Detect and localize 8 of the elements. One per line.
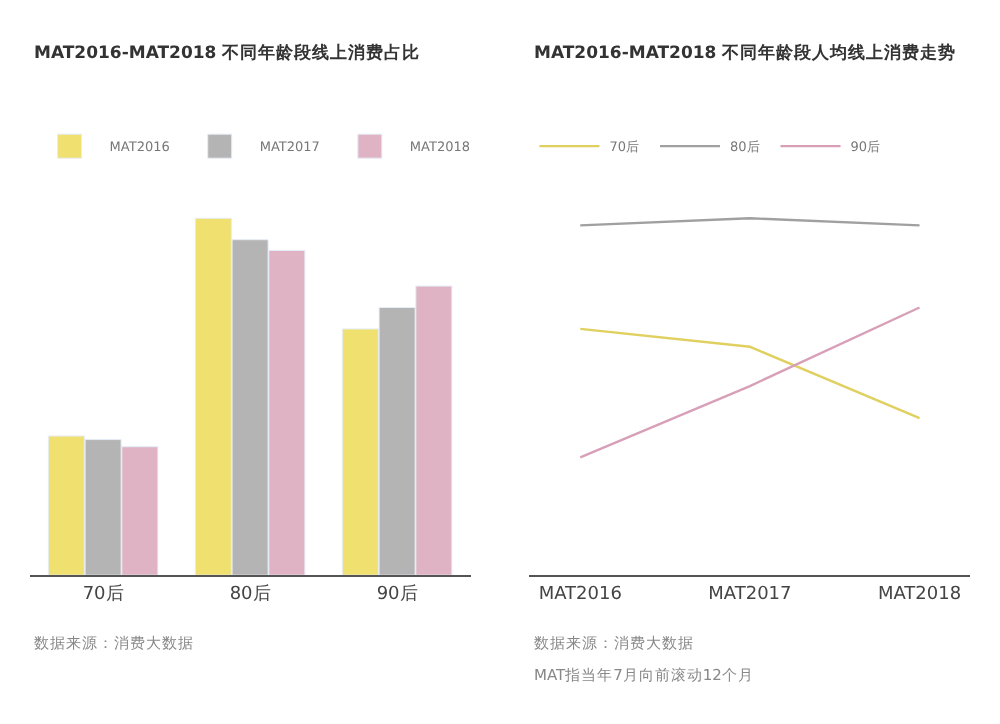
chart-title: MAT2016-MAT2018 不同年龄段人均线上消费走势 xyxy=(534,42,957,64)
x-tick-label: 70后 xyxy=(82,582,124,605)
x-tick-label: 80后 xyxy=(229,582,271,605)
x-tick-label: MAT2018 xyxy=(877,584,962,605)
chart-title: MAT2016-MAT2018 不同年龄段线上消费占比 xyxy=(34,42,421,64)
x-tick-label: MAT2017 xyxy=(708,584,792,605)
x-tick-label: 90后 xyxy=(376,582,418,605)
x-tick-label: MAT2016 xyxy=(538,584,623,605)
